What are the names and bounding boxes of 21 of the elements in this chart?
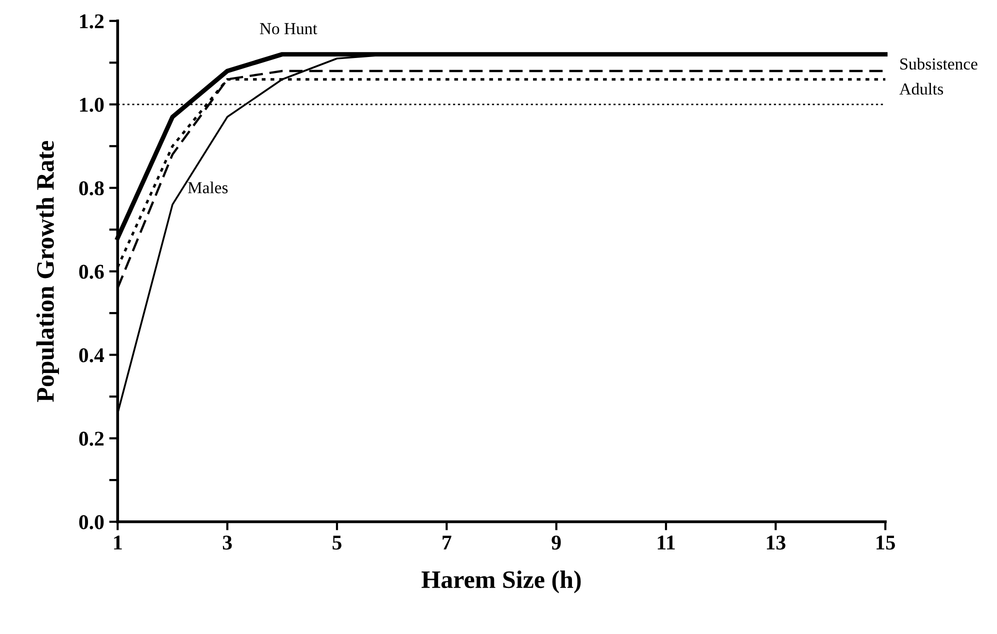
y-tick-label: 0.2 xyxy=(79,432,104,446)
series-label: No Hunt xyxy=(260,23,318,34)
x-tick-label: 1 xyxy=(114,536,122,550)
y-tick-label: 0.0 xyxy=(79,515,104,530)
series-label: Subsistence xyxy=(900,58,978,70)
x-tick-label: 7 xyxy=(442,536,452,550)
y-tick-label: 1.0 xyxy=(80,98,104,112)
series-label: Adults xyxy=(899,82,944,95)
x-axis-title: Harem Size (h) xyxy=(422,570,581,594)
y-axis-title: Population Growth Rate xyxy=(36,140,59,402)
x-tick-label: 5 xyxy=(332,536,342,550)
x-tick-label: 11 xyxy=(658,536,675,550)
y-tick-label: 0.8 xyxy=(79,181,104,196)
y-tick-label: 1.2 xyxy=(80,14,104,28)
x-tick-label: 13 xyxy=(766,536,786,550)
x-tick-label: 15 xyxy=(876,536,895,550)
series-label: Males xyxy=(188,182,228,194)
x-tick-label: 3 xyxy=(222,536,232,550)
y-tick-label: 0.4 xyxy=(79,348,104,362)
x-tick-label: 9 xyxy=(552,536,561,550)
y-tick-label: 0.6 xyxy=(79,264,104,279)
